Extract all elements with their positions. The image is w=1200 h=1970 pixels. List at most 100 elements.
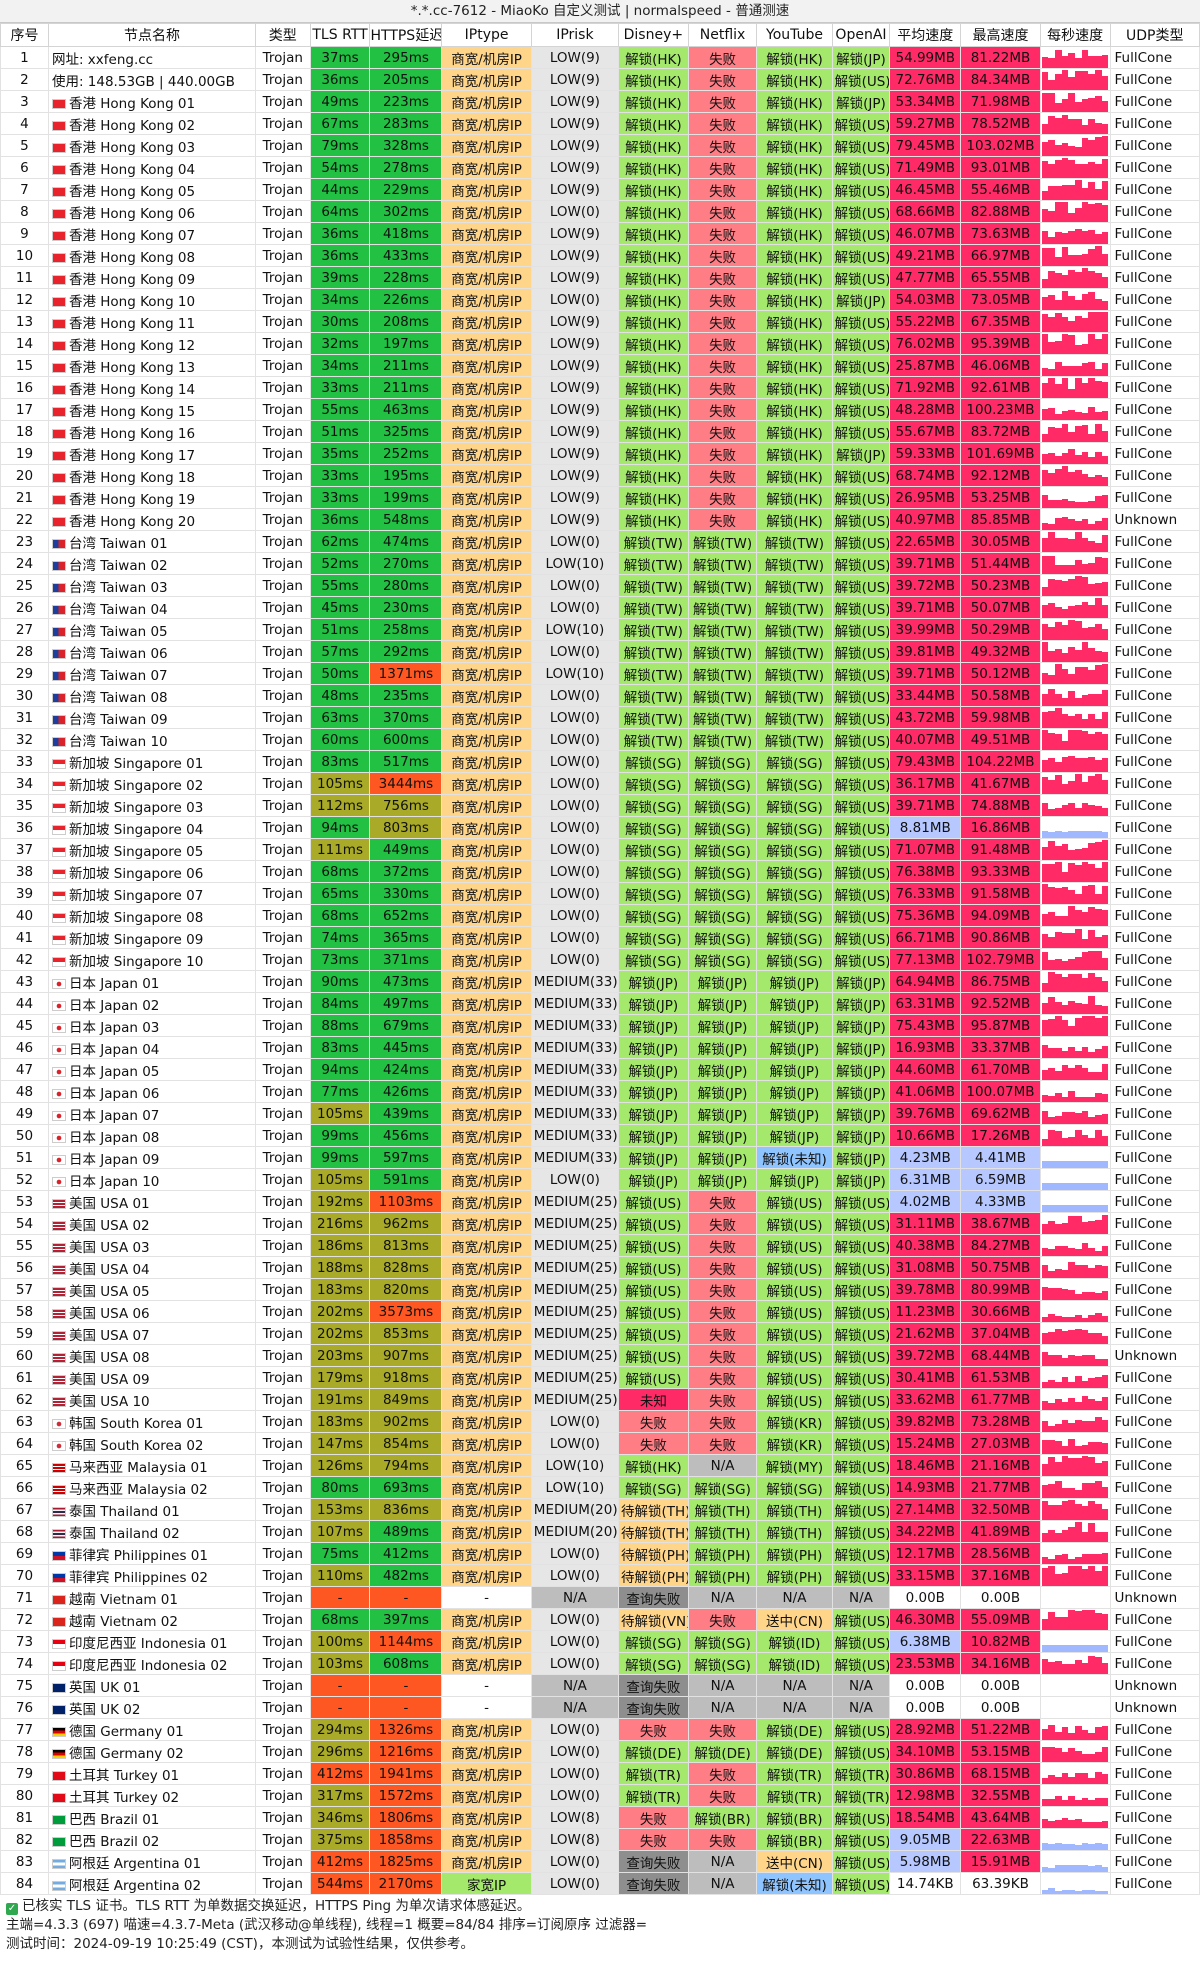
- table-row[interactable]: 38 新加坡 Singapore 06 Trojan 68ms 372ms 商宽/机房IP…: [0, 860, 1200, 883]
- column-header-disney[interactable]: Disney+: [617, 23, 689, 47]
- table-row[interactable]: 74 印度尼西亚 Indonesia 02 Trojan 103ms 608ms 商宽/机…: [0, 1652, 1200, 1675]
- table-row[interactable]: 13 香港 Hong Kong 11 Trojan 30ms 208ms 商宽/机房IP L…: [0, 310, 1200, 333]
- table-row[interactable]: 63 韩国 South Korea 01 Trojan 183ms 902ms 商宽/机房…: [0, 1410, 1200, 1433]
- table-row[interactable]: 49 日本 Japan 07 Trojan 105ms 439ms 商宽/机房IP MEDI…: [0, 1102, 1200, 1125]
- column-header-youtube[interactable]: YouTube: [756, 23, 833, 47]
- table-row[interactable]: 84 阿根廷 Argentina 02 Trojan 544ms 2170ms 家宽IP L…: [0, 1872, 1200, 1895]
- table-row[interactable]: 79 土耳其 Turkey 01 Trojan 412ms 1941ms 商宽/机房IP L…: [0, 1762, 1200, 1785]
- column-header-idx[interactable]: 序号: [0, 23, 49, 47]
- table-row[interactable]: 30 台湾 Taiwan 08 Trojan 48ms 235ms 商宽/机房IP LOW(…: [0, 684, 1200, 707]
- table-row[interactable]: 15 香港 Hong Kong 13 Trojan 34ms 211ms 商宽/机房IP L…: [0, 354, 1200, 377]
- table-row[interactable]: 39 新加坡 Singapore 07 Trojan 65ms 330ms 商宽/机房IP…: [0, 882, 1200, 905]
- table-row[interactable]: 7 香港 Hong Kong 05 Trojan 44ms 229ms 商宽/机房IP LO…: [0, 178, 1200, 201]
- table-row[interactable]: 6 香港 Hong Kong 04 Trojan 54ms 278ms 商宽/机房IP LO…: [0, 156, 1200, 179]
- table-row[interactable]: 53 美国 USA 01 Trojan 192ms 1103ms 商宽/机房IP MEDIU…: [0, 1190, 1200, 1213]
- table-row[interactable]: 17 香港 Hong Kong 15 Trojan 55ms 463ms 商宽/机房IP L…: [0, 398, 1200, 421]
- table-row[interactable]: 70 菲律宾 Philippines 02 Trojan 110ms 482ms 商宽/机…: [0, 1564, 1200, 1587]
- table-row[interactable]: 67 泰国 Thailand 01 Trojan 153ms 836ms 商宽/机房IP M…: [0, 1498, 1200, 1521]
- table-row[interactable]: 9 香港 Hong Kong 07 Trojan 36ms 418ms 商宽/机房IP LO…: [0, 222, 1200, 245]
- table-row[interactable]: 35 新加坡 Singapore 03 Trojan 112ms 756ms 商宽/机房I…: [0, 794, 1200, 817]
- table-row[interactable]: 66 马来西亚 Malaysia 02 Trojan 80ms 693ms 商宽/机房IP…: [0, 1476, 1200, 1499]
- table-row[interactable]: 5 香港 Hong Kong 03 Trojan 79ms 328ms 商宽/机房IP LO…: [0, 134, 1200, 157]
- table-row[interactable]: 57 美国 USA 05 Trojan 183ms 820ms 商宽/机房IP MEDIUM…: [0, 1278, 1200, 1301]
- table-row[interactable]: 75 英国 UK 01 Trojan - - - N/A 查询失败 N/A N/A N/A 0.00B…: [0, 1674, 1200, 1697]
- table-row[interactable]: 58 美国 USA 06 Trojan 202ms 3573ms 商宽/机房IP MEDIU…: [0, 1300, 1200, 1323]
- table-row[interactable]: 54 美国 USA 02 Trojan 216ms 962ms 商宽/机房IP MEDIUM…: [0, 1212, 1200, 1235]
- table-row[interactable]: 56 美国 USA 04 Trojan 188ms 828ms 商宽/机房IP MEDIUM…: [0, 1256, 1200, 1279]
- column-header-https[interactable]: HTTPS延迟: [369, 23, 443, 47]
- column-header-netflix[interactable]: Netflix: [687, 23, 758, 47]
- table-row[interactable]: 82 巴西 Brazil 02 Trojan 375ms 1858ms 商宽/机房IP LO…: [0, 1828, 1200, 1851]
- table-row[interactable]: 40 新加坡 Singapore 08 Trojan 68ms 652ms 商宽/机房IP…: [0, 904, 1200, 927]
- table-row[interactable]: 32 台湾 Taiwan 10 Trojan 60ms 600ms 商宽/机房IP LOW(…: [0, 728, 1200, 751]
- table-row[interactable]: 41 新加坡 Singapore 09 Trojan 74ms 365ms 商宽/机房IP…: [0, 926, 1200, 949]
- table-row[interactable]: 24 台湾 Taiwan 02 Trojan 52ms 270ms 商宽/机房IP LOW(…: [0, 552, 1200, 575]
- table-row[interactable]: 3 香港 Hong Kong 01 Trojan 49ms 223ms 商宽/机房IP LO…: [0, 90, 1200, 113]
- column-header-type[interactable]: 类型: [255, 23, 311, 47]
- table-row[interactable]: 81 巴西 Brazil 01 Trojan 346ms 1806ms 商宽/机房IP LO…: [0, 1806, 1200, 1829]
- column-header-max[interactable]: 最高速度: [960, 23, 1041, 47]
- table-row[interactable]: 78 德国 Germany 02 Trojan 296ms 1216ms 商宽/机房IP L…: [0, 1740, 1200, 1763]
- table-row[interactable]: 31 台湾 Taiwan 09 Trojan 63ms 370ms 商宽/机房IP LOW(…: [0, 706, 1200, 729]
- table-row[interactable]: 21 香港 Hong Kong 19 Trojan 33ms 199ms 商宽/机房IP L…: [0, 486, 1200, 509]
- table-row[interactable]: 26 台湾 Taiwan 04 Trojan 45ms 230ms 商宽/机房IP LOW(…: [0, 596, 1200, 619]
- table-row[interactable]: 45 日本 Japan 03 Trojan 88ms 679ms 商宽/机房IP MEDIU…: [0, 1014, 1200, 1037]
- table-row[interactable]: 50 日本 Japan 08 Trojan 99ms 456ms 商宽/机房IP MEDIU…: [0, 1124, 1200, 1147]
- table-row[interactable]: 33 新加坡 Singapore 01 Trojan 83ms 517ms 商宽/机房IP…: [0, 750, 1200, 773]
- column-header-openai[interactable]: OpenAI: [831, 23, 891, 47]
- table-row[interactable]: 28 台湾 Taiwan 06 Trojan 57ms 292ms 商宽/机房IP LOW(…: [0, 640, 1200, 663]
- table-row[interactable]: 36 新加坡 Singapore 04 Trojan 94ms 803ms 商宽/机房IP…: [0, 816, 1200, 839]
- table-row[interactable]: 23 台湾 Taiwan 01 Trojan 62ms 474ms 商宽/机房IP LOW(…: [0, 530, 1200, 553]
- table-row[interactable]: 42 新加坡 Singapore 10 Trojan 73ms 371ms 商宽/机房IP…: [0, 948, 1200, 971]
- table-row[interactable]: 52 日本 Japan 10 Trojan 105ms 591ms 商宽/机房IP LOW(…: [0, 1168, 1200, 1191]
- table-row[interactable]: 4 香港 Hong Kong 02 Trojan 67ms 283ms 商宽/机房IP LO…: [0, 112, 1200, 135]
- table-row[interactable]: 64 韩国 South Korea 02 Trojan 147ms 854ms 商宽/机房…: [0, 1432, 1200, 1455]
- column-header-tls[interactable]: TLS RTT: [309, 23, 371, 47]
- table-row[interactable]: 37 新加坡 Singapore 05 Trojan 111ms 449ms 商宽/机房I…: [0, 838, 1200, 861]
- table-row[interactable]: 19 香港 Hong Kong 17 Trojan 35ms 252ms 商宽/机房IP L…: [0, 442, 1200, 465]
- table-row[interactable]: 43 日本 Japan 01 Trojan 90ms 473ms 商宽/机房IP MEDIU…: [0, 970, 1200, 993]
- table-row[interactable]: 18 香港 Hong Kong 16 Trojan 51ms 325ms 商宽/机房IP L…: [0, 420, 1200, 443]
- table-row[interactable]: 68 泰国 Thailand 02 Trojan 107ms 489ms 商宽/机房IP M…: [0, 1520, 1200, 1543]
- table-row[interactable]: 44 日本 Japan 02 Trojan 84ms 497ms 商宽/机房IP MEDIU…: [0, 992, 1200, 1015]
- table-row[interactable]: 61 美国 USA 09 Trojan 179ms 918ms 商宽/机房IP MEDIUM…: [0, 1366, 1200, 1389]
- cell-type: Trojan: [255, 1102, 311, 1125]
- table-row[interactable]: 12 香港 Hong Kong 10 Trojan 34ms 226ms 商宽/机房IP L…: [0, 288, 1200, 311]
- table-row[interactable]: 27 台湾 Taiwan 05 Trojan 51ms 258ms 商宽/机房IP LOW(…: [0, 618, 1200, 641]
- table-row[interactable]: 25 台湾 Taiwan 03 Trojan 55ms 280ms 商宽/机房IP LOW(…: [0, 574, 1200, 597]
- table-row[interactable]: 65 马来西亚 Malaysia 01 Trojan 126ms 794ms 商宽/机房I…: [0, 1454, 1200, 1477]
- table-row[interactable]: 72 越南 Vietnam 02 Trojan 68ms 397ms 商宽/机房IP LOW…: [0, 1608, 1200, 1631]
- table-row[interactable]: 34 新加坡 Singapore 02 Trojan 105ms 3444ms 商宽/机房…: [0, 772, 1200, 795]
- table-row[interactable]: 46 日本 Japan 04 Trojan 83ms 445ms 商宽/机房IP MEDIU…: [0, 1036, 1200, 1059]
- table-row[interactable]: 77 德国 Germany 01 Trojan 294ms 1326ms 商宽/机房IP L…: [0, 1718, 1200, 1741]
- table-row[interactable]: 20 香港 Hong Kong 18 Trojan 33ms 195ms 商宽/机房IP L…: [0, 464, 1200, 487]
- table-row[interactable]: 69 菲律宾 Philippines 01 Trojan 75ms 412ms 商宽/机房…: [0, 1542, 1200, 1565]
- column-header-avg[interactable]: 平均速度: [889, 23, 962, 47]
- table-row[interactable]: 73 印度尼西亚 Indonesia 01 Trojan 100ms 1144ms 商宽/…: [0, 1630, 1200, 1653]
- table-row[interactable]: 76 英国 UK 02 Trojan - - - N/A 查询失败 N/A N/A N/A 0.00B…: [0, 1696, 1200, 1719]
- table-row[interactable]: 59 美国 USA 07 Trojan 202ms 853ms 商宽/机房IP MEDIUM…: [0, 1322, 1200, 1345]
- table-row[interactable]: 60 美国 USA 08 Trojan 203ms 907ms 商宽/机房IP MEDIUM…: [0, 1344, 1200, 1367]
- table-row[interactable]: 51 日本 Japan 09 Trojan 99ms 597ms 商宽/机房IP MEDIU…: [0, 1146, 1200, 1169]
- column-header-iprisk[interactable]: IPrisk: [530, 23, 619, 47]
- table-row[interactable]: 62 美国 USA 10 Trojan 191ms 849ms 商宽/机房IP MEDIUM…: [0, 1388, 1200, 1411]
- table-row[interactable]: 55 美国 USA 03 Trojan 186ms 813ms 商宽/机房IP MEDIUM…: [0, 1234, 1200, 1257]
- table-row[interactable]: 83 阿根廷 Argentina 01 Trojan 412ms 1825ms 商宽/机房…: [0, 1850, 1200, 1873]
- table-row[interactable]: 16 香港 Hong Kong 14 Trojan 33ms 211ms 商宽/机房IP L…: [0, 376, 1200, 399]
- table-row[interactable]: 10 香港 Hong Kong 08 Trojan 36ms 433ms 商宽/机房IP L…: [0, 244, 1200, 267]
- table-row[interactable]: 22 香港 Hong Kong 20 Trojan 36ms 548ms 商宽/机房IP L…: [0, 508, 1200, 531]
- table-row[interactable]: 29 台湾 Taiwan 07 Trojan 50ms 1371ms 商宽/机房IP LOW…: [0, 662, 1200, 685]
- table-row[interactable]: 1 网址: xxfeng.cc Trojan 37ms 295ms 商宽/机房IP LOW(…: [0, 46, 1200, 69]
- column-header-spark[interactable]: 每秒速度: [1039, 23, 1111, 47]
- table-row[interactable]: 48 日本 Japan 06 Trojan 77ms 426ms 商宽/机房IP MEDIU…: [0, 1080, 1200, 1103]
- table-row[interactable]: 71 越南 Vietnam 01 Trojan - - - N/A 查询失败 N/A N/A N/A…: [0, 1586, 1200, 1609]
- table-row[interactable]: 11 香港 Hong Kong 09 Trojan 39ms 228ms 商宽/机房IP L…: [0, 266, 1200, 289]
- table-row[interactable]: 80 土耳其 Turkey 02 Trojan 317ms 1572ms 商宽/机房IP L…: [0, 1784, 1200, 1807]
- table-row[interactable]: 2 使用: 148.53GB | 440.00GB Trojan 36ms 205ms 商…: [0, 68, 1200, 91]
- column-header-name[interactable]: 节点名称: [47, 23, 257, 47]
- column-header-iptype[interactable]: IPtype: [441, 23, 532, 47]
- table-row[interactable]: 14 香港 Hong Kong 12 Trojan 32ms 197ms 商宽/机房IP L…: [0, 332, 1200, 355]
- table-row[interactable]: 8 香港 Hong Kong 06 Trojan 64ms 302ms 商宽/机房IP LO…: [0, 200, 1200, 223]
- table-row[interactable]: 47 日本 Japan 05 Trojan 94ms 424ms 商宽/机房IP MEDIU…: [0, 1058, 1200, 1081]
- column-header-udp[interactable]: UDP类型: [1109, 23, 1200, 47]
